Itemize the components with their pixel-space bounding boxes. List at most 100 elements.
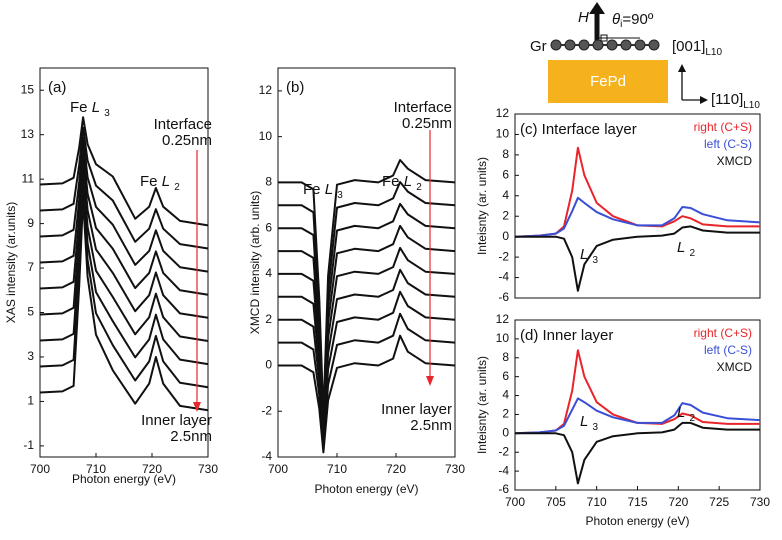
panel-title: (c) Interface layer (520, 121, 637, 138)
y-tick-label: -6 (498, 482, 509, 496)
series-line (278, 224, 456, 431)
x-tick-label: 710 (327, 462, 347, 476)
annotation: L 3 (580, 413, 599, 433)
axis-arrow-head (678, 64, 686, 72)
axis-main: [110] (711, 91, 743, 108)
subscript: 2 (416, 182, 422, 193)
legend-label: XMCD (717, 360, 753, 374)
subscript: 2 (690, 248, 696, 259)
x-axis-label: Photon energy (eV) (585, 514, 689, 528)
arrow-label: 0.25nm (162, 132, 212, 149)
axis-label: [001]L10 (672, 38, 722, 58)
layer-arrow-head (426, 376, 434, 386)
series-line (39, 116, 209, 227)
series-line (278, 334, 456, 454)
series-line (278, 202, 456, 426)
x-tick-label: 715 (627, 495, 647, 509)
field-label: H (578, 9, 589, 26)
arrow-label: 0.25nm (402, 115, 452, 132)
fepd-layer (548, 60, 668, 103)
y-tick-label: 12 (496, 106, 510, 120)
series-line (39, 136, 209, 273)
atom (550, 39, 562, 51)
series-line (514, 196, 761, 238)
x-tick-label: 720 (386, 462, 406, 476)
arrow-label: Inner layer (381, 401, 452, 418)
series-line (278, 181, 456, 422)
field-arrow-head (589, 2, 605, 14)
y-tick-label: 9 (27, 216, 34, 230)
atom (620, 39, 632, 51)
annotation: Fe L 2 (382, 173, 422, 193)
arrow-label: Interface (154, 116, 212, 133)
text-part: L (162, 173, 170, 190)
angle-label: θi=90º (612, 11, 654, 30)
series-line (515, 225, 760, 292)
x-tick-label: 700 (505, 495, 525, 509)
y-tick-label: 2 (502, 208, 509, 222)
y-tick-label: 7 (27, 260, 34, 274)
text-part: Fe (382, 173, 400, 190)
series-line (39, 177, 209, 366)
y-tick-label: 3 (27, 349, 34, 363)
subscript: 2 (690, 413, 696, 424)
y-tick-label: -4 (498, 270, 509, 284)
series-line (39, 198, 209, 412)
layer-arrow-head (193, 402, 201, 412)
graphene-label: Gr (530, 38, 547, 55)
x-axis-label: Photon energy (eV) (72, 472, 176, 486)
text-part: Fe (303, 181, 321, 198)
y-tick-label: 4 (502, 388, 509, 402)
y-tick-label: 8 (265, 175, 272, 189)
x-axis-label: Photon energy (eV) (314, 482, 418, 496)
x-tick-label: 710 (86, 462, 106, 476)
y-tick-label: 2 (502, 407, 509, 421)
legend-label: XMCD (717, 154, 753, 168)
series-line (39, 126, 209, 250)
subscript: 3 (593, 255, 599, 266)
y-tick-label: -2 (261, 403, 272, 417)
series-line (278, 268, 456, 440)
series-line (514, 397, 761, 435)
panel-label: (b) (286, 79, 304, 96)
subscript: 3 (593, 422, 599, 433)
series-line (278, 246, 456, 436)
panel-label: (a) (48, 79, 66, 96)
x-tick-label: 710 (587, 495, 607, 509)
series-line (39, 167, 209, 342)
text-part: Fe (140, 173, 158, 190)
atom (592, 39, 604, 51)
angle-symbol: θ (612, 11, 620, 28)
y-tick-label: -2 (498, 444, 509, 458)
y-tick-label: 8 (502, 147, 509, 161)
arrow-label: 2.5nm (170, 428, 212, 445)
y-tick-label: -4 (261, 449, 272, 463)
y-tick-label: -2 (498, 249, 509, 263)
axis-label: [110]L10 (711, 91, 760, 111)
y-tick-label: -4 (498, 463, 509, 477)
series-line (278, 290, 456, 445)
y-tick-label: 6 (502, 369, 509, 383)
axis-arrow-head (700, 96, 708, 104)
x-tick-label: 705 (546, 495, 566, 509)
y-tick-label: -1 (23, 438, 34, 452)
y-tick-label: 10 (496, 127, 510, 141)
y-tick-label: 0 (502, 229, 509, 243)
y-tick-label: 4 (502, 188, 509, 202)
arrow-label: Inner layer (141, 412, 212, 429)
y-tick-label: 6 (265, 220, 272, 234)
y-tick-label: 12 (496, 312, 510, 326)
y-tick-label: 2 (265, 312, 272, 326)
y-tick-label: 10 (259, 129, 273, 143)
series-line (515, 421, 760, 485)
y-tick-label: 10 (496, 331, 510, 345)
angle-sub: i (620, 19, 622, 30)
angle-value: =90º (622, 11, 653, 28)
x-tick-label: 730 (445, 462, 465, 476)
panel-title: (d) Inner layer (520, 327, 613, 344)
graphene-atoms (550, 39, 660, 51)
x-tick-label: 700 (268, 462, 288, 476)
annotation: Fe L 3 (303, 181, 343, 201)
y-axis-label: XMCD intensity (arb. units) (248, 191, 262, 334)
